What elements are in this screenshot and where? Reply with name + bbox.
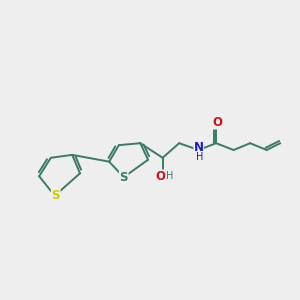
Text: S: S xyxy=(119,171,128,184)
Text: O: O xyxy=(156,170,166,183)
Text: N: N xyxy=(194,141,204,154)
Text: H: H xyxy=(166,171,173,181)
Text: O: O xyxy=(212,116,222,129)
Text: S: S xyxy=(51,189,60,202)
Text: H: H xyxy=(196,152,203,162)
